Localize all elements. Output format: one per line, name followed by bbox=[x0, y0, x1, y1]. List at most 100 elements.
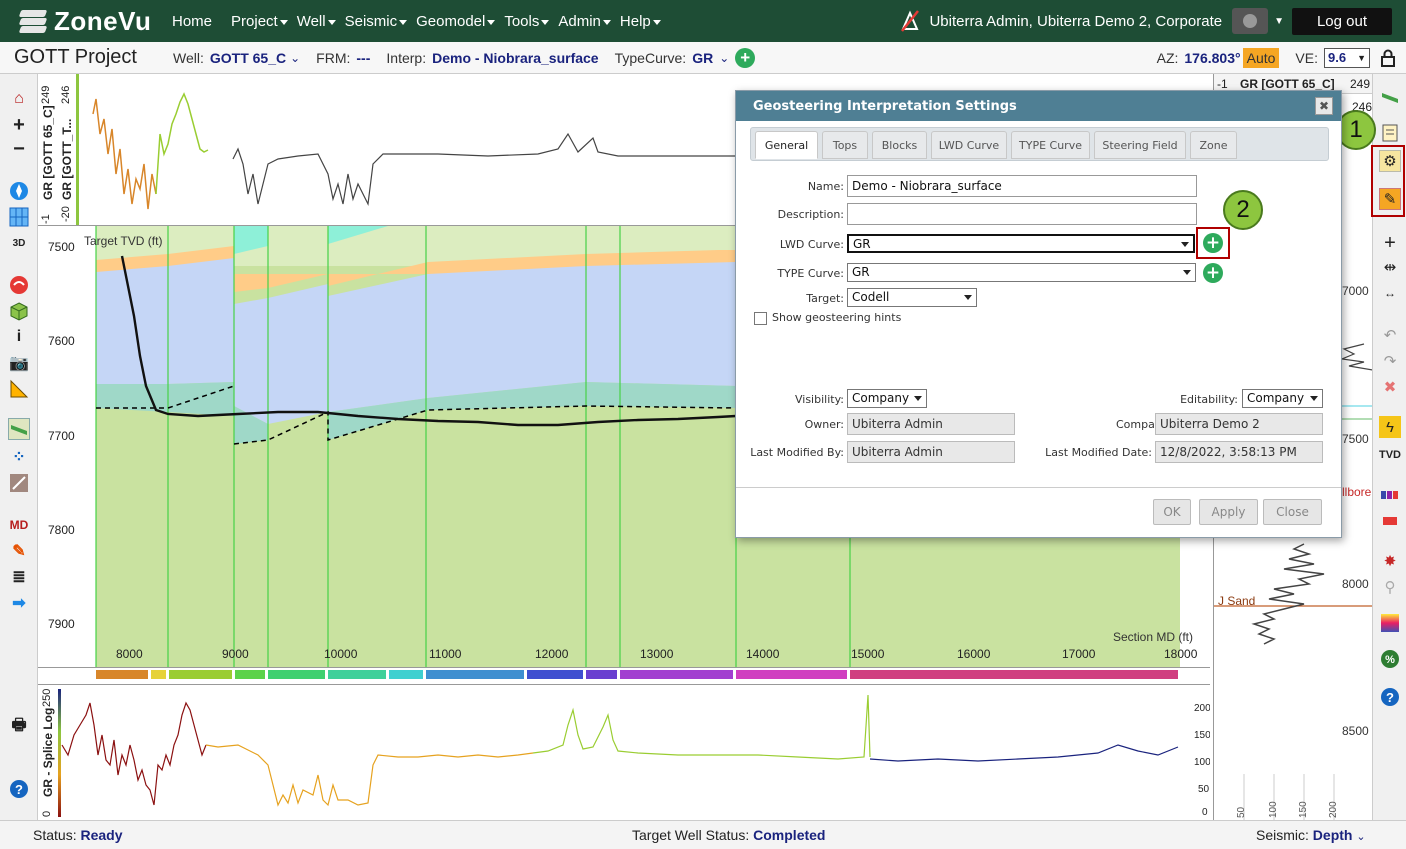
home-icon[interactable]: ⌂ bbox=[14, 90, 24, 107]
auto-button[interactable]: Auto bbox=[1242, 47, 1280, 68]
help-icon[interactable]: ? bbox=[8, 778, 30, 800]
user-menu-caret-icon[interactable]: ▼ bbox=[1274, 15, 1284, 27]
geosteer-view-icon[interactable] bbox=[1379, 86, 1401, 108]
tab-tops[interactable]: Tops bbox=[822, 131, 868, 159]
ve-select[interactable]: 9.6 ▼ bbox=[1324, 47, 1370, 68]
tab-blocks[interactable]: Blocks bbox=[872, 131, 927, 159]
status-value: Ready bbox=[80, 827, 123, 843]
editability-select[interactable]: Company bbox=[1242, 389, 1323, 408]
fault-icon[interactable] bbox=[8, 472, 30, 494]
well-selector[interactable]: GOTT 65_C bbox=[209, 49, 287, 66]
menu-tools[interactable]: Tools bbox=[497, 13, 551, 30]
lightning-icon[interactable]: ϟ bbox=[1379, 416, 1401, 438]
type-curve-select[interactable]: GR bbox=[847, 263, 1196, 282]
menu-home[interactable]: Home bbox=[172, 12, 213, 30]
3d-view-icon[interactable]: 3D bbox=[12, 237, 26, 249]
right-panel-wellbore-label: llbore bbox=[1342, 485, 1372, 499]
main-menu: Home Project Well Seismic Geomodel Tools… bbox=[165, 13, 663, 30]
menu-seismic[interactable]: Seismic bbox=[338, 13, 410, 30]
red-block-icon[interactable] bbox=[1379, 510, 1401, 532]
lock-icon[interactable] bbox=[1380, 49, 1396, 67]
zoom-out-icon[interactable]: − bbox=[13, 137, 25, 160]
y-tick-7700: 7700 bbox=[48, 429, 75, 443]
tab-zone[interactable]: Zone bbox=[1190, 131, 1237, 159]
right-toolbar: ⚙ ✎ + ⇹ ↔ ↶ ↷ ✖ ϟ TVD ✸ ⚲ % ? bbox=[1372, 74, 1406, 820]
lwd-curve-select[interactable]: GR bbox=[847, 234, 1195, 253]
right-x-tick-150: 150 bbox=[1298, 801, 1309, 818]
pencil-icon[interactable]: ✎ bbox=[12, 543, 26, 560]
logout-button[interactable]: Log out bbox=[1292, 8, 1392, 35]
notes-icon[interactable] bbox=[1379, 122, 1401, 144]
search-icon[interactable]: ⚲ bbox=[1384, 579, 1396, 596]
points-icon[interactable]: ⁘ bbox=[12, 449, 26, 466]
project-bar: GOTT Project Well: GOTT 65_C ⌄ FRM: --- … bbox=[0, 42, 1406, 74]
add-type-curve-button[interactable]: + bbox=[1203, 263, 1223, 283]
undo-icon[interactable]: ↶ bbox=[1383, 327, 1397, 344]
well-chevron-down-icon[interactable]: ⌄ bbox=[290, 50, 301, 65]
svg-text:%: % bbox=[1385, 654, 1395, 666]
description-input[interactable] bbox=[847, 203, 1197, 225]
tvd-icon[interactable]: TVD bbox=[1379, 449, 1401, 461]
x-tick-8000: 8000 bbox=[116, 647, 143, 661]
seismic-label: Seismic: bbox=[1256, 827, 1309, 843]
edit-pencil-icon[interactable]: ✎ bbox=[1379, 188, 1401, 210]
zonevu-logo[interactable]: ZoneVu bbox=[0, 6, 165, 37]
frm-value[interactable]: --- bbox=[356, 49, 371, 66]
seismic-mode-selector[interactable]: Depth bbox=[1312, 827, 1353, 843]
zoom-in-icon[interactable]: + bbox=[13, 113, 25, 136]
tab-steering-field[interactable]: Steering Field bbox=[1094, 131, 1186, 159]
arrow-right-icon[interactable]: ➡ bbox=[12, 595, 26, 612]
camera-icon[interactable]: 📷 bbox=[9, 355, 29, 372]
info-icon[interactable]: i bbox=[16, 328, 22, 345]
lines-icon[interactable]: ≣ bbox=[12, 569, 26, 586]
typecurve-selector[interactable]: GR bbox=[692, 49, 714, 66]
user-avatar[interactable] bbox=[1232, 8, 1269, 34]
split-vertical-icon[interactable]: ⇹ bbox=[1383, 259, 1397, 276]
menu-geomodel[interactable]: Geomodel bbox=[409, 13, 497, 30]
menu-admin[interactable]: Admin bbox=[551, 13, 613, 30]
delete-icon[interactable]: ✖ bbox=[1383, 379, 1397, 396]
seismic-icon[interactable] bbox=[8, 274, 30, 296]
grid-icon[interactable] bbox=[8, 206, 30, 228]
target-select[interactable]: Codell bbox=[847, 288, 977, 307]
logo-text: ZoneVu bbox=[54, 5, 152, 36]
menu-project[interactable]: Project bbox=[224, 13, 290, 30]
color-gradient-icon[interactable] bbox=[1379, 612, 1401, 634]
hints-checkbox[interactable] bbox=[754, 312, 767, 325]
md-icon[interactable]: MD bbox=[9, 518, 29, 532]
tab-lwd-curve[interactable]: LWD Curve bbox=[931, 131, 1007, 159]
name-input[interactable]: Demo - Niobrara_surface bbox=[847, 175, 1197, 197]
close-button[interactable]: Close bbox=[1263, 499, 1322, 525]
geomodel-cube-icon[interactable] bbox=[8, 300, 30, 322]
percent-icon[interactable]: % bbox=[1379, 648, 1401, 670]
cluster-icon[interactable]: ✸ bbox=[1383, 553, 1397, 570]
interp-value[interactable]: Demo - Niobrara_surface bbox=[432, 49, 599, 66]
compass-icon[interactable] bbox=[8, 180, 30, 202]
ok-button[interactable]: OK bbox=[1153, 499, 1191, 525]
seismic-chevron-down-icon[interactable]: ⌄ bbox=[1356, 831, 1366, 843]
settings-gear-icon[interactable]: ⚙ bbox=[1379, 150, 1401, 172]
print-icon[interactable]: 🖶 bbox=[11, 716, 27, 734]
tab-type-curve[interactable]: TYPE Curve bbox=[1011, 131, 1090, 159]
bars-icon[interactable] bbox=[1379, 484, 1401, 506]
visibility-select[interactable]: Company bbox=[847, 389, 927, 408]
menu-well[interactable]: Well bbox=[290, 13, 338, 30]
type-curve-value: GR bbox=[852, 265, 870, 279]
split-horizontal-icon[interactable]: ↔ bbox=[1384, 286, 1396, 300]
dialog-close-icon[interactable]: ✖ bbox=[1315, 97, 1333, 115]
redo-icon[interactable]: ↷ bbox=[1383, 353, 1397, 370]
add-typecurve-button[interactable]: + bbox=[735, 47, 756, 68]
help-right-icon[interactable]: ? bbox=[1379, 686, 1401, 708]
ruler-icon[interactable] bbox=[8, 378, 30, 400]
menu-help[interactable]: Help bbox=[613, 13, 663, 30]
add-lwd-curve-button[interactable]: + bbox=[1203, 233, 1223, 253]
tab-general[interactable]: General bbox=[755, 131, 818, 159]
add-pick-icon[interactable]: + bbox=[1384, 231, 1396, 254]
bottom-log-trace bbox=[61, 694, 1179, 807]
apply-button[interactable]: Apply bbox=[1199, 499, 1258, 525]
settings-highlight-box bbox=[1371, 145, 1405, 217]
geosteer-icon[interactable] bbox=[8, 418, 30, 440]
typecurve-chevron-down-icon[interactable]: ⌄ bbox=[719, 50, 730, 65]
user-area: Ubiterra Admin, Ubiterra Demo 2, Corpora… bbox=[899, 0, 1284, 42]
